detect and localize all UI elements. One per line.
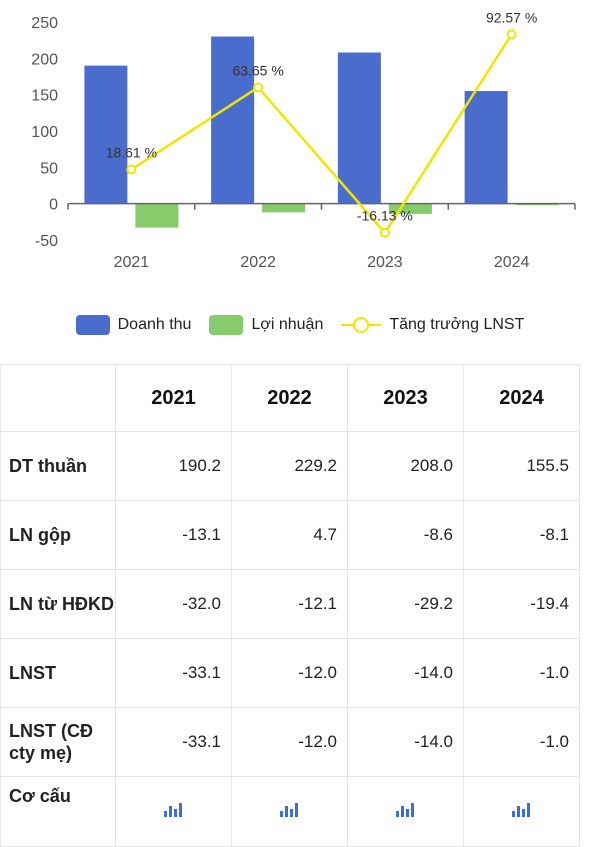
row-label: Cơ cấu <box>0 776 116 847</box>
table-cell: -13.1 <box>115 500 232 570</box>
x-tick-label: 2021 <box>114 254 150 271</box>
table-cell: -29.2 <box>347 569 464 639</box>
table-row: Cơ cấu <box>0 776 580 847</box>
data-label: 63.65 % <box>232 62 283 78</box>
table-header-row: 2021 2022 2023 2024 <box>0 364 580 432</box>
table-row: DT thuần 190.2 229.2 208.0 155.5 <box>0 431 580 501</box>
legend-label-tang-truong: Tăng trưởng LNST <box>389 316 525 333</box>
y-tick-label: -50 <box>35 233 58 250</box>
table-cell: -33.1 <box>115 707 232 777</box>
table-cell: -12.0 <box>231 638 348 708</box>
table-cell: 208.0 <box>347 431 464 501</box>
table-cell: 155.5 <box>463 431 580 501</box>
line-point <box>379 227 390 238</box>
financial-table: 2021 2022 2023 2024 DT thuần 190.2 229.2… <box>0 364 580 847</box>
legend-label-doanh-thu: Doanh thu <box>117 316 192 333</box>
bar-doanh-thu <box>84 65 128 204</box>
table-row: LNST (CĐ cty mẹ) -33.1 -12.0 -14.0 -1.0 <box>0 707 580 777</box>
structure-cell[interactable] <box>347 776 464 847</box>
legend-swatch-tang-truong <box>341 315 382 335</box>
table-header-year: 2022 <box>231 364 348 432</box>
table-cell: -12.1 <box>231 569 348 639</box>
chart-legend: Doanh thu Lợi nhuận Tăng trưởng LNST <box>0 310 600 340</box>
y-tick-label: 250 <box>31 15 58 32</box>
table-row: LNST -33.1 -12.0 -14.0 -1.0 <box>0 638 580 708</box>
legend-item-doanh-thu[interactable]: Doanh thu <box>75 315 192 335</box>
legend-label-loi-nhuan: Lợi nhuận <box>251 316 324 333</box>
structure-cell[interactable] <box>115 776 232 847</box>
table-cell: -1.0 <box>463 707 580 777</box>
y-tick-label: 50 <box>40 160 58 177</box>
table-cell: 190.2 <box>115 431 232 501</box>
bar-doanh-thu <box>464 91 508 204</box>
bar-loi-nhuan <box>388 203 432 214</box>
legend-swatch-loi-nhuan <box>209 315 244 335</box>
table-cell: -32.0 <box>115 569 232 639</box>
legend-swatch-doanh-thu <box>75 315 110 335</box>
table-cell: -12.0 <box>231 707 348 777</box>
row-label: LNST (CĐ cty mẹ) <box>0 707 116 777</box>
table-cell: -33.1 <box>115 638 232 708</box>
row-label: LN từ HĐKD <box>0 569 116 639</box>
table-header-year: 2023 <box>347 364 464 432</box>
table-cell: -8.1 <box>463 500 580 570</box>
bar-loi-nhuan <box>262 203 306 213</box>
structure-cell[interactable] <box>463 776 580 847</box>
line-tang-truong <box>130 33 513 235</box>
data-label: -16.13 % <box>357 208 413 224</box>
row-label: LNST <box>0 638 116 708</box>
table-cell: -14.0 <box>347 638 464 708</box>
legend-item-tang-truong[interactable]: Tăng trưởng LNST <box>341 315 524 335</box>
table-cell: -8.6 <box>347 500 464 570</box>
table-row: LN gộp -13.1 4.7 -8.6 -8.1 <box>0 500 580 570</box>
y-tick-label: 150 <box>31 88 58 105</box>
bar-doanh-thu <box>211 36 255 204</box>
bar-chart-icon[interactable] <box>163 799 185 817</box>
line-point <box>253 82 264 93</box>
table-cell: -19.4 <box>463 569 580 639</box>
data-label: 92.57 % <box>486 9 537 25</box>
x-tick-label: 2022 <box>240 254 276 271</box>
bar-chart-icon[interactable] <box>395 799 417 817</box>
y-tick-label: 0 <box>49 197 58 214</box>
table-header-empty <box>0 364 116 432</box>
line-point <box>506 29 517 40</box>
x-tick-label: 2024 <box>494 254 530 271</box>
x-tick-label: 2023 <box>367 254 403 271</box>
data-label: 18.61 % <box>106 145 157 161</box>
bar-chart-icon[interactable] <box>511 799 533 817</box>
table-cell: -14.0 <box>347 707 464 777</box>
table-cell: -1.0 <box>463 638 580 708</box>
bar-chart-icon[interactable] <box>279 799 301 817</box>
financial-chart: 250 200 150 100 50 0 -50 2021 2022 2023 2024 18.6… <box>31 9 576 271</box>
y-tick-label: 200 <box>31 51 58 68</box>
legend-item-loi-nhuan[interactable]: Lợi nhuận <box>209 315 323 335</box>
table-cell: 229.2 <box>231 431 348 501</box>
table-header-year: 2024 <box>463 364 580 432</box>
table-cell: 4.7 <box>231 500 348 570</box>
row-label: DT thuần <box>0 431 116 501</box>
table-header-year: 2021 <box>115 364 232 432</box>
y-tick-label: 100 <box>31 124 58 141</box>
row-label: LN gộp <box>0 500 116 570</box>
table-row: LN từ HĐKD -32.0 -12.1 -29.2 -19.4 <box>0 569 580 639</box>
bar-doanh-thu <box>337 52 381 204</box>
bar-loi-nhuan <box>135 203 179 228</box>
line-point <box>126 164 137 175</box>
structure-cell[interactable] <box>231 776 348 847</box>
